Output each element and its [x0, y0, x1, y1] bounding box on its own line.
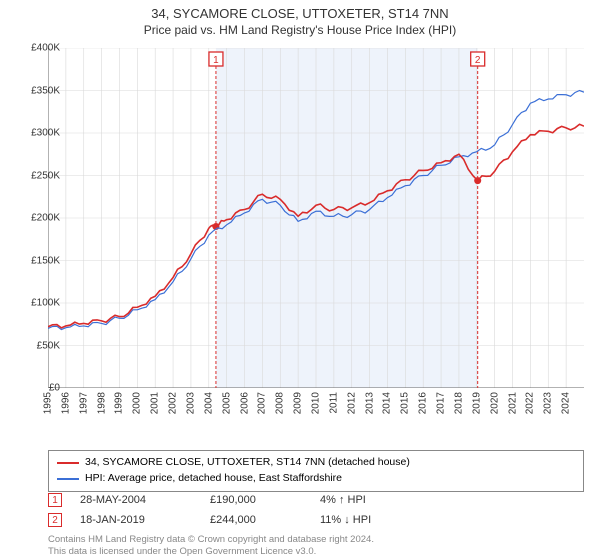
- sale-price: £244,000: [210, 514, 320, 526]
- legend: 34, SYCAMORE CLOSE, UTTOXETER, ST14 7NN …: [48, 450, 584, 492]
- y-tick-label: £150K: [10, 255, 60, 266]
- sale-marker-icon: 2: [48, 513, 62, 527]
- x-tick-label: 2019: [471, 392, 482, 414]
- svg-text:2: 2: [475, 55, 481, 66]
- x-tick-label: 2020: [489, 392, 500, 414]
- x-tick-label: 2017: [436, 392, 447, 414]
- x-tick-label: 2004: [203, 392, 214, 414]
- svg-text:1: 1: [213, 55, 219, 66]
- x-tick-label: 2021: [507, 392, 518, 414]
- x-tick-label: 2013: [364, 392, 375, 414]
- x-tick-label: 2014: [382, 392, 393, 414]
- y-tick-label: £200K: [10, 213, 60, 224]
- footer: Contains HM Land Registry data © Crown c…: [48, 534, 374, 558]
- sales-table: 1 28-MAY-2004 £190,000 4% ↑ HPI 2 18-JAN…: [48, 490, 584, 530]
- x-tick-label: 2002: [168, 392, 179, 414]
- x-tick-label: 2016: [418, 392, 429, 414]
- x-tick-label: 2007: [257, 392, 268, 414]
- sale-row: 2 18-JAN-2019 £244,000 11% ↓ HPI: [48, 510, 584, 530]
- x-tick-label: 2006: [239, 392, 250, 414]
- legend-item-price-paid: 34, SYCAMORE CLOSE, UTTOXETER, ST14 7NN …: [57, 455, 575, 471]
- sale-marker-num: 1: [52, 495, 58, 506]
- y-tick-label: £50K: [10, 340, 60, 351]
- x-tick-label: 2024: [561, 392, 572, 414]
- y-tick-label: £100K: [10, 298, 60, 309]
- x-tick-label: 2003: [185, 392, 196, 414]
- chart-container: 34, SYCAMORE CLOSE, UTTOXETER, ST14 7NN …: [0, 0, 600, 560]
- legend-swatch: [57, 462, 79, 464]
- x-tick-label: 1999: [114, 392, 125, 414]
- footer-line-2: This data is licensed under the Open Gov…: [48, 546, 374, 558]
- y-tick-label: £300K: [10, 128, 60, 139]
- sale-row: 1 28-MAY-2004 £190,000 4% ↑ HPI: [48, 490, 584, 510]
- y-tick-label: £250K: [10, 170, 60, 181]
- sale-date: 28-MAY-2004: [80, 494, 210, 506]
- x-tick-label: 2008: [275, 392, 286, 414]
- sale-price: £190,000: [210, 494, 320, 506]
- x-tick-label: 1996: [60, 392, 71, 414]
- sale-marker-num: 2: [52, 515, 58, 526]
- y-tick-label: £350K: [10, 85, 60, 96]
- title-line-1: 34, SYCAMORE CLOSE, UTTOXETER, ST14 7NN: [0, 6, 600, 21]
- legend-label: HPI: Average price, detached house, East…: [85, 471, 342, 487]
- x-tick-label: 2005: [221, 392, 232, 414]
- x-tick-label: 2010: [311, 392, 322, 414]
- x-tick-label: 2012: [346, 392, 357, 414]
- x-tick-label: 1995: [43, 392, 54, 414]
- title-block: 34, SYCAMORE CLOSE, UTTOXETER, ST14 7NN …: [0, 0, 600, 37]
- x-tick-label: 2023: [543, 392, 554, 414]
- x-tick-label: 2022: [525, 392, 536, 414]
- sale-delta: 11% ↓ HPI: [320, 514, 440, 526]
- x-tick-label: 2001: [150, 392, 161, 414]
- x-tick-label: 2011: [328, 392, 339, 414]
- x-tick-label: 2000: [132, 392, 143, 414]
- x-tick-label: 2009: [293, 392, 304, 414]
- x-tick-label: 1998: [96, 392, 107, 414]
- x-tick-label: 1997: [78, 392, 89, 414]
- price-chart: 12: [48, 48, 584, 388]
- y-tick-label: £400K: [10, 43, 60, 54]
- title-line-2: Price paid vs. HM Land Registry's House …: [0, 23, 600, 37]
- legend-swatch: [57, 478, 79, 480]
- sale-marker-icon: 1: [48, 493, 62, 507]
- x-tick-label: 2015: [400, 392, 411, 414]
- footer-line-1: Contains HM Land Registry data © Crown c…: [48, 534, 374, 546]
- sale-delta: 4% ↑ HPI: [320, 494, 440, 506]
- x-tick-label: 2018: [453, 392, 464, 414]
- legend-item-hpi: HPI: Average price, detached house, East…: [57, 471, 575, 487]
- sale-date: 18-JAN-2019: [80, 514, 210, 526]
- legend-label: 34, SYCAMORE CLOSE, UTTOXETER, ST14 7NN …: [85, 455, 410, 471]
